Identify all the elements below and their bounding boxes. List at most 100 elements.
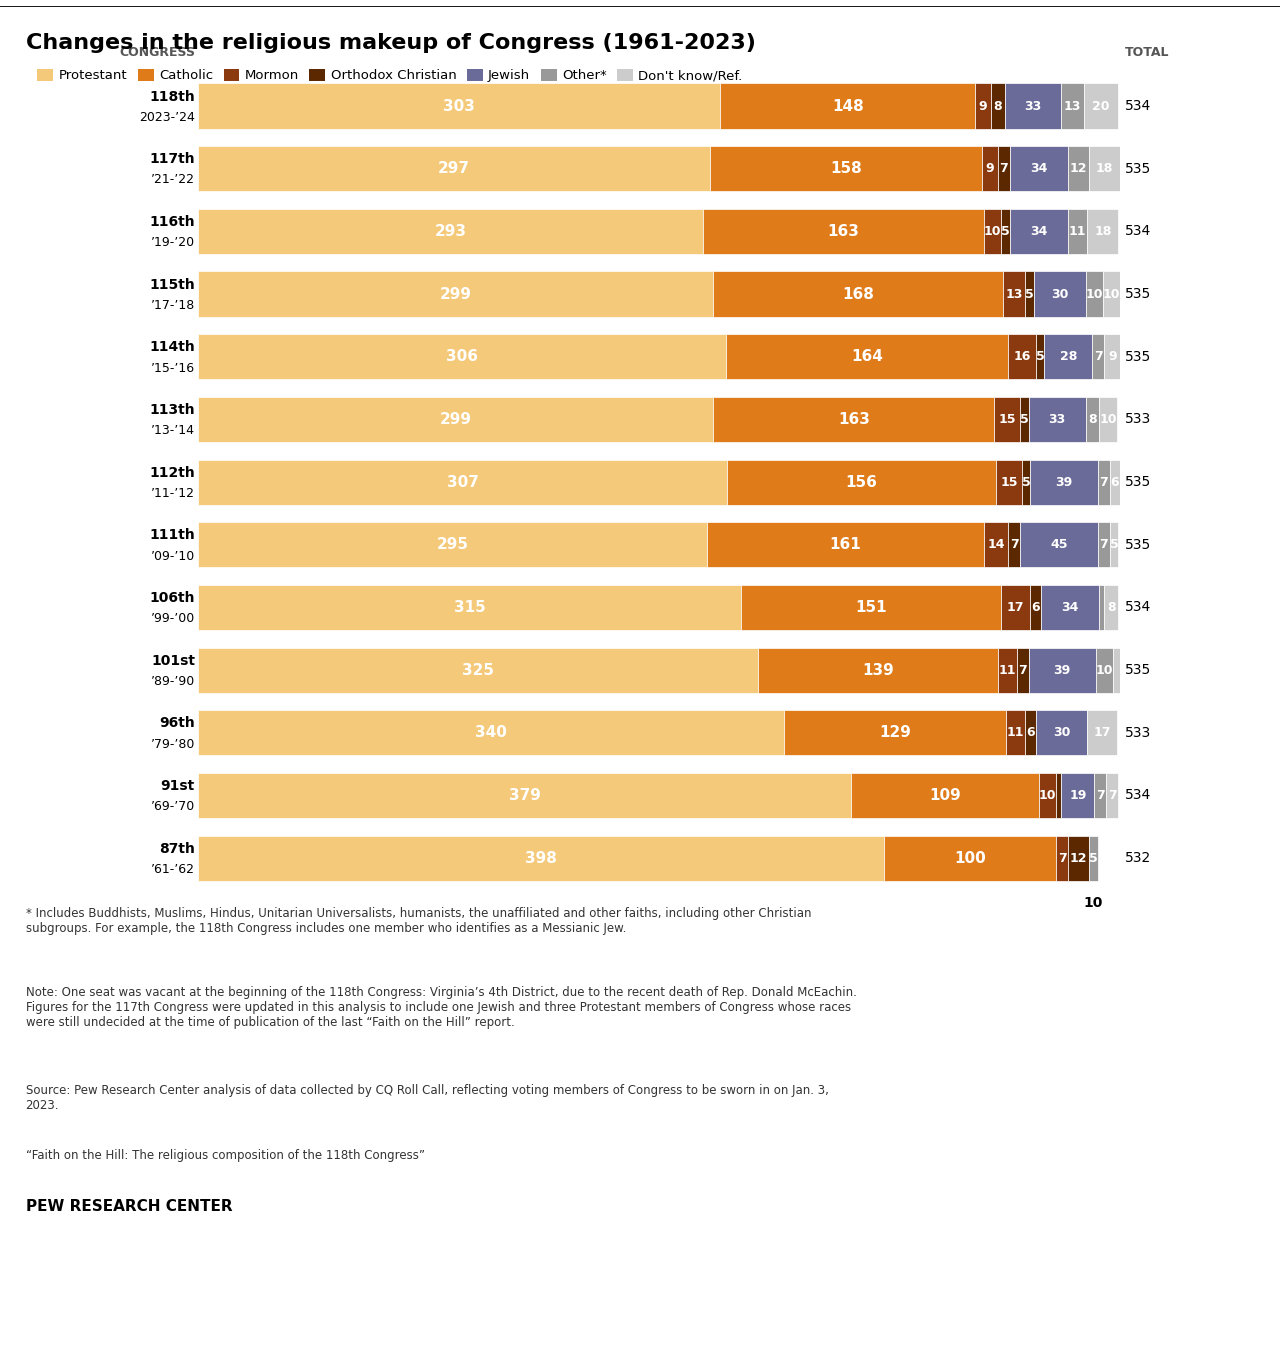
Text: 18: 18 (1094, 225, 1111, 238)
Text: 379: 379 (509, 788, 540, 803)
Text: 307: 307 (447, 474, 479, 490)
Text: 10: 10 (1102, 288, 1120, 300)
Bar (984, 523, 1009, 568)
Text: ’21-’22: ’21-’22 (151, 174, 195, 186)
Bar (1098, 523, 1110, 568)
Text: 7: 7 (1000, 162, 1009, 175)
Text: 7: 7 (1100, 475, 1108, 489)
Bar (1103, 272, 1120, 316)
Text: 101st: 101st (151, 653, 195, 668)
Text: 113th: 113th (150, 403, 195, 417)
Text: 96th: 96th (159, 717, 195, 731)
Bar (1106, 773, 1119, 818)
Bar (1030, 585, 1041, 630)
Bar (198, 459, 727, 505)
Bar (975, 83, 991, 129)
Text: Source: Pew Research Center analysis of data collected by CQ Roll Call, reflecti: Source: Pew Research Center analysis of … (26, 1084, 828, 1112)
Text: 28: 28 (1060, 350, 1076, 363)
Bar (1006, 710, 1025, 755)
Bar (1001, 209, 1010, 254)
Bar (1085, 272, 1103, 316)
Text: 117th: 117th (150, 152, 195, 166)
Text: 129: 129 (879, 725, 911, 740)
Bar (710, 147, 982, 191)
Text: 115th: 115th (150, 277, 195, 292)
Bar (997, 147, 1010, 191)
Text: 34: 34 (1030, 225, 1048, 238)
Text: 340: 340 (475, 725, 507, 740)
Bar (1044, 334, 1092, 379)
Text: 5: 5 (1089, 851, 1098, 865)
Text: 7: 7 (1094, 350, 1103, 363)
Text: 163: 163 (838, 411, 870, 426)
Text: 5: 5 (1110, 538, 1119, 551)
Text: 15: 15 (1000, 475, 1018, 489)
Bar (1089, 147, 1120, 191)
Text: 325: 325 (462, 663, 494, 678)
Text: 10: 10 (984, 225, 1001, 238)
Text: 109: 109 (929, 788, 961, 803)
Text: CONGRESS: CONGRESS (119, 46, 195, 58)
Bar (1069, 835, 1089, 881)
Text: “Faith on the Hill: The religious composition of the 118th Congress”: “Faith on the Hill: The religious compos… (26, 1149, 425, 1162)
Bar (1009, 334, 1036, 379)
Bar (1110, 459, 1120, 505)
Bar (1100, 397, 1116, 441)
Bar (851, 773, 1039, 818)
Bar (727, 459, 996, 505)
Bar (1094, 773, 1106, 818)
Text: 116th: 116th (150, 215, 195, 230)
Text: 12: 12 (1070, 851, 1088, 865)
Bar (1110, 523, 1119, 568)
Bar (713, 397, 995, 441)
Text: 87th: 87th (159, 842, 195, 856)
Bar (758, 648, 997, 693)
Bar (785, 710, 1006, 755)
Text: 114th: 114th (150, 341, 195, 354)
Text: 303: 303 (443, 99, 475, 114)
Bar (1016, 648, 1029, 693)
Bar (1069, 147, 1089, 191)
Text: 18: 18 (1096, 162, 1114, 175)
Bar (1025, 710, 1036, 755)
Text: 7: 7 (1057, 851, 1066, 865)
Text: 15: 15 (998, 413, 1016, 426)
Text: 7: 7 (1019, 664, 1027, 676)
Text: Changes in the religious makeup of Congress (1961-2023): Changes in the religious makeup of Congr… (26, 33, 755, 53)
Text: 20: 20 (1092, 99, 1110, 113)
Bar (982, 147, 997, 191)
Text: 306: 306 (445, 349, 477, 364)
Text: 30: 30 (1051, 288, 1069, 300)
Bar (1020, 397, 1029, 441)
Text: 13: 13 (1005, 288, 1023, 300)
Bar (198, 710, 785, 755)
Text: 535: 535 (1125, 538, 1152, 551)
Text: 17: 17 (1093, 727, 1111, 739)
Text: 100: 100 (955, 850, 986, 865)
Bar (1087, 209, 1119, 254)
Text: 11: 11 (998, 664, 1016, 676)
Bar (996, 459, 1021, 505)
Text: 532: 532 (1125, 851, 1152, 865)
Text: 293: 293 (435, 224, 467, 239)
Bar (198, 83, 721, 129)
Text: 106th: 106th (150, 591, 195, 606)
Text: 17: 17 (1007, 602, 1024, 614)
Bar (1085, 397, 1100, 441)
Bar (1100, 585, 1105, 630)
Text: 5: 5 (1001, 225, 1010, 238)
Bar (1010, 147, 1069, 191)
Bar (1105, 585, 1119, 630)
Text: 534: 534 (1125, 99, 1152, 113)
Text: 534: 534 (1125, 224, 1152, 239)
Text: ’19-’20: ’19-’20 (151, 236, 195, 249)
Bar (1002, 272, 1025, 316)
Text: 5: 5 (1020, 413, 1029, 426)
Text: 148: 148 (832, 99, 864, 114)
Bar (1061, 83, 1084, 129)
Text: 30: 30 (1052, 727, 1070, 739)
Text: 7: 7 (1096, 789, 1105, 803)
Text: 9: 9 (979, 99, 987, 113)
Text: 10: 10 (1096, 664, 1114, 676)
Bar (1056, 773, 1061, 818)
